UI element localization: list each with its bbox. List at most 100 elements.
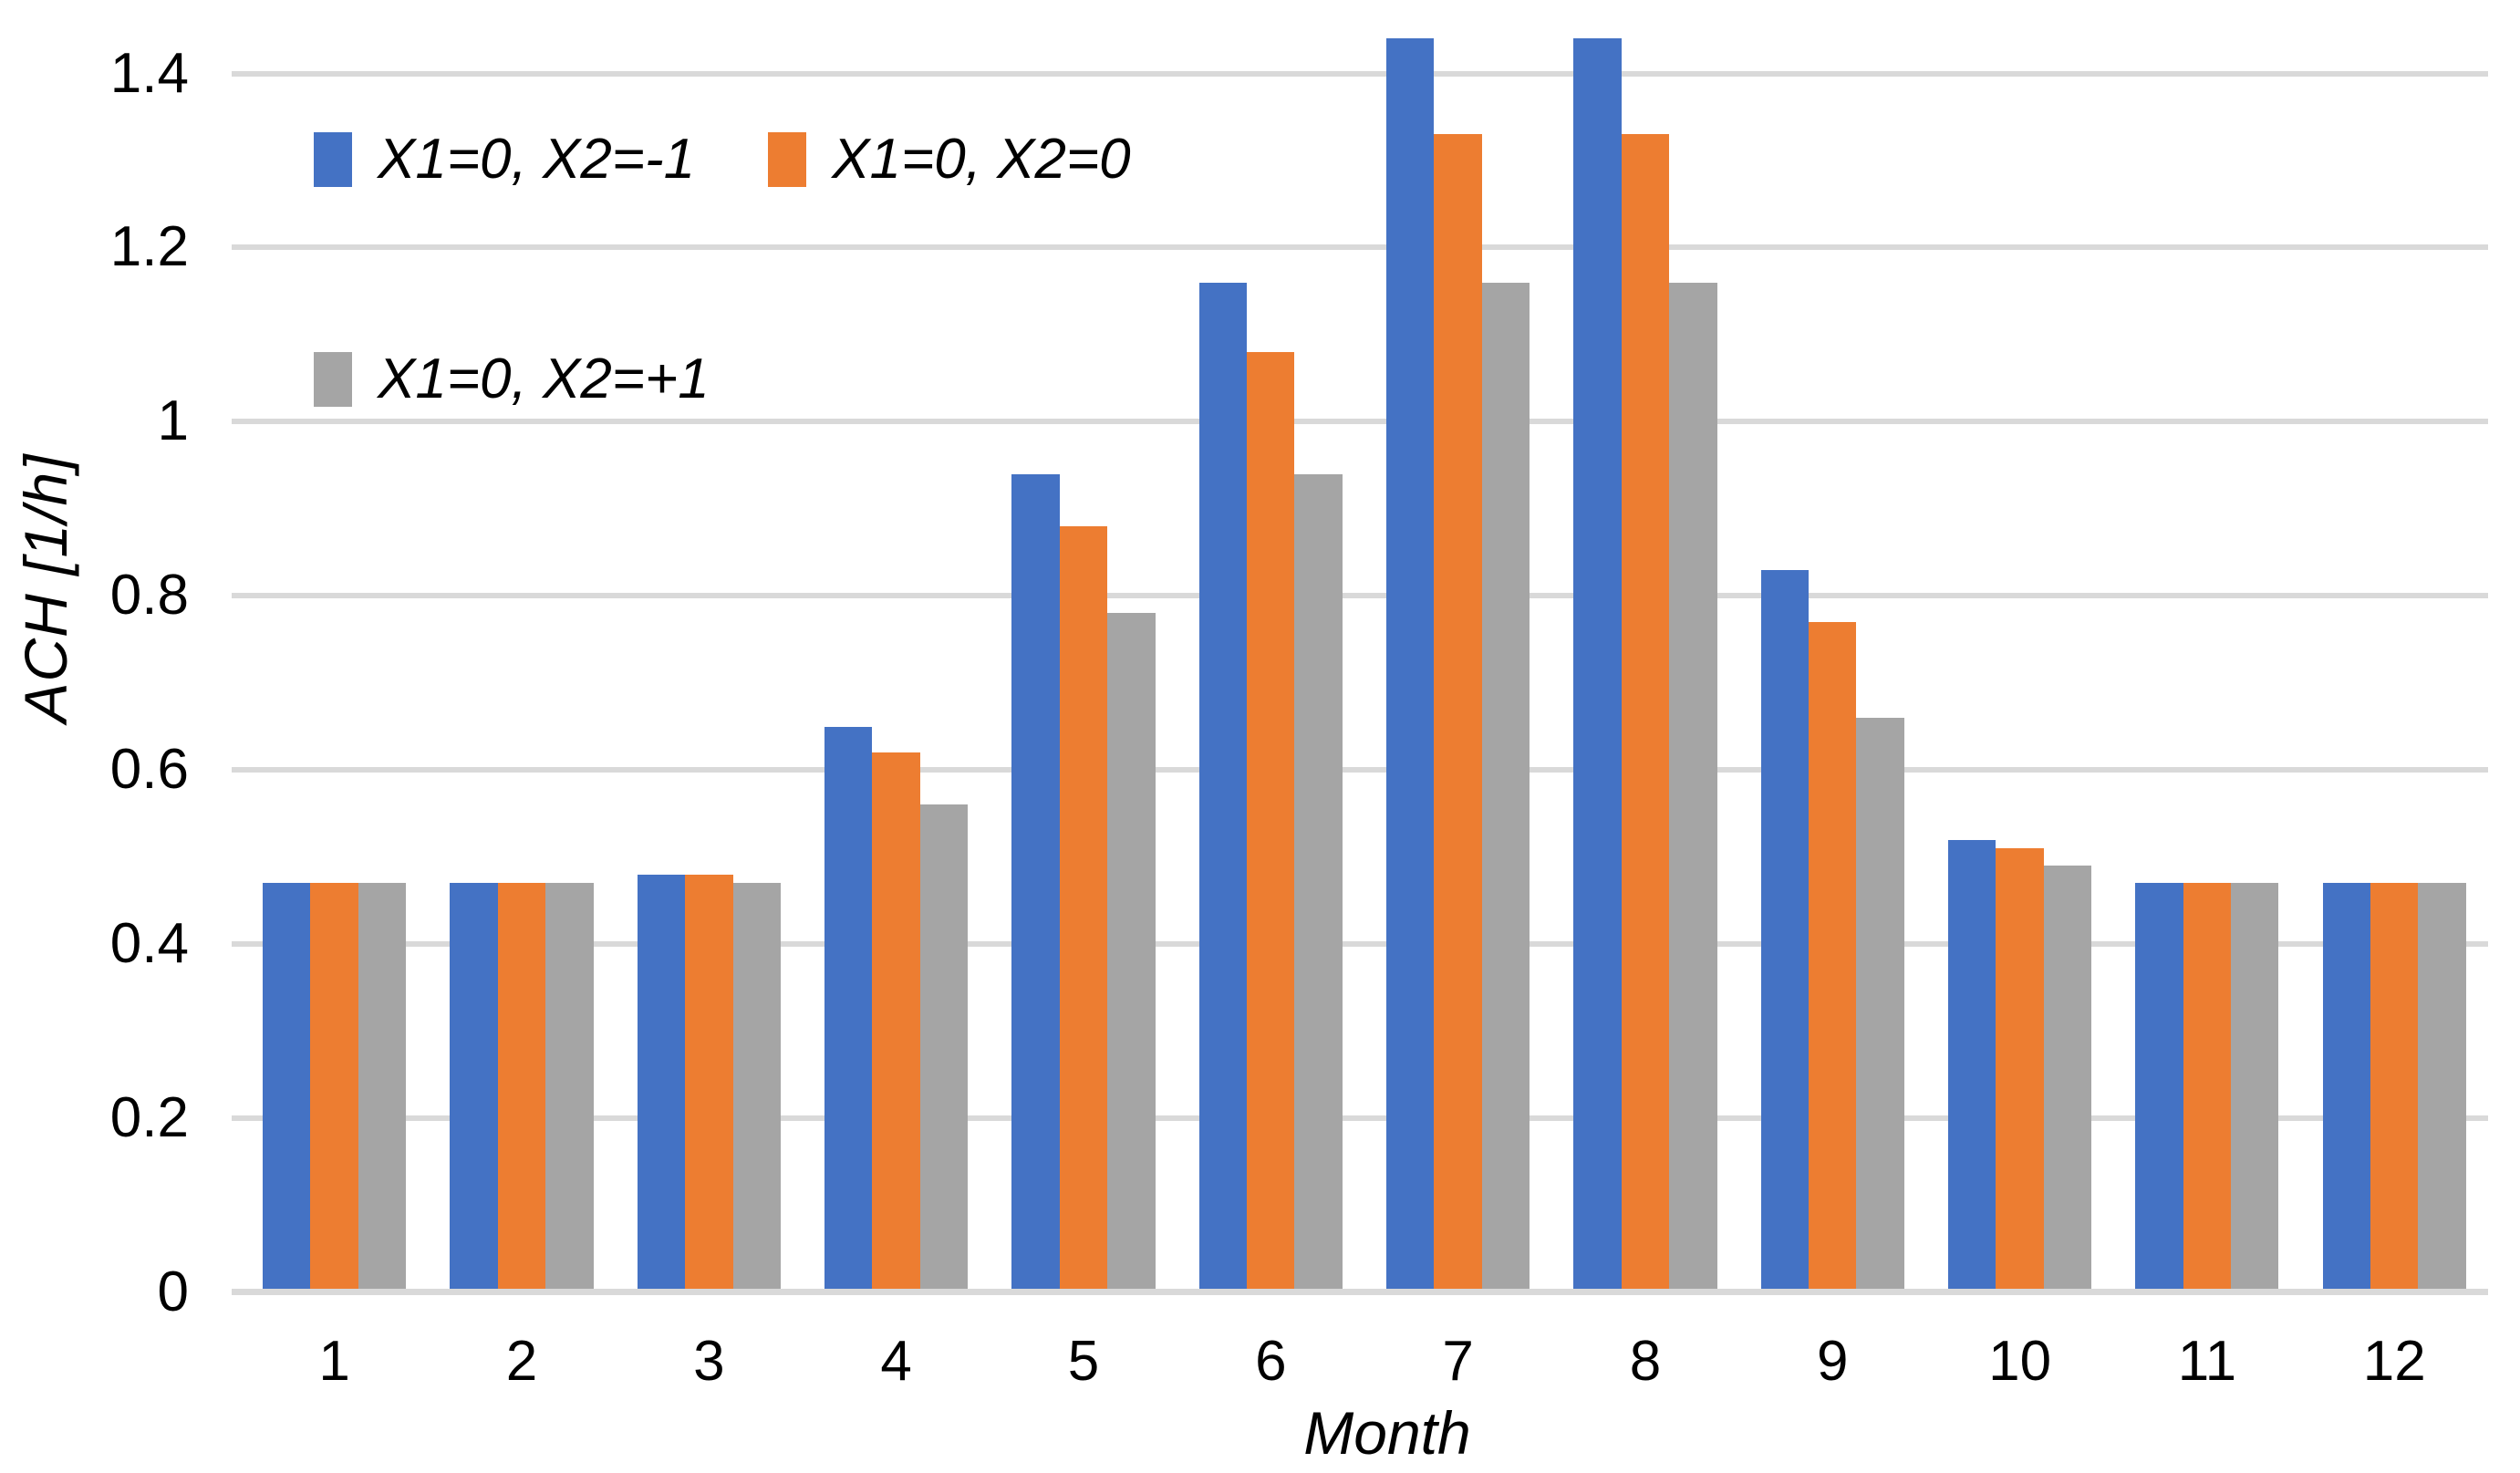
y-tick-label-0.2: 0.2 [109,1086,189,1150]
y-tick-label-0.4: 0.4 [109,912,189,976]
gridline-0.8 [232,593,2488,599]
bar-month-1-series-3 [358,883,407,1292]
bar-month-9-series-2 [1809,621,1857,1292]
bar-month-3-series-3 [732,883,781,1292]
cluster-bars-month-9 [1760,26,1904,1292]
y-tick-label-0: 0 [157,1260,189,1323]
gridline-0.6 [232,767,2488,773]
bar-clusters [241,26,2488,1292]
cluster-bars-month-1 [263,26,407,1292]
bar-month-7-series-1 [1386,38,1435,1292]
bar-month-10-series-3 [2043,866,2092,1292]
x-tick-label-11: 11 [2177,1330,2237,1393]
cluster-bars-month-11 [2135,26,2279,1292]
bar-month-12-series-1 [2322,883,2371,1292]
bar-month-2-series-1 [450,883,498,1292]
legend-label: X1=0, X2=0 [832,128,1131,191]
cluster-bars-month-8 [1573,26,1717,1292]
bar-month-2-series-2 [497,883,546,1292]
bar-month-7-series-2 [1434,134,1482,1292]
cluster-month-6 [1177,26,1364,1292]
bar-month-4-series-1 [824,726,873,1292]
cluster-month-12 [2301,26,2488,1292]
bar-month-5-series-1 [1011,473,1060,1292]
bar-month-6-series-1 [1198,282,1248,1292]
bar-month-8-series-1 [1573,38,1622,1292]
gridline-1.4 [232,70,2488,77]
cluster-month-11 [2113,26,2300,1292]
cluster-month-5 [990,26,1177,1292]
legend-item: X1=0, X2=-1 [314,131,695,188]
bar-month-5-series-2 [1059,525,1108,1292]
gridline-1.2 [232,244,2488,251]
x-tick-label-9: 9 [1817,1330,1849,1393]
bar-month-11-series-1 [2135,883,2183,1292]
gridline-0.4 [232,941,2488,948]
bar-month-12-series-3 [2418,883,2466,1292]
bar-month-7-series-3 [1481,282,1530,1292]
cluster-bars-month-5 [1011,26,1156,1292]
cluster-bars-month-12 [2322,26,2466,1292]
cluster-bars-month-10 [1948,26,2092,1292]
y-tick-label-1.4: 1.4 [109,41,189,105]
bar-month-10-series-2 [1996,848,2044,1292]
legend-row-1: X1=0, X2=-1 X1=0, X2=0 [314,131,1131,188]
bar-month-8-series-3 [1669,282,1717,1292]
bar-month-2-series-3 [545,883,594,1292]
cluster-bars-month-2 [450,26,594,1292]
bar-month-4-series-2 [872,752,920,1292]
x-axis-line [232,1289,2488,1295]
bar-month-3-series-2 [685,874,733,1292]
legend-swatch-icon [314,132,352,187]
cluster-bars-month-4 [824,26,969,1292]
cluster-bars-month-7 [1386,26,1530,1292]
bar-month-4-series-3 [919,804,969,1292]
bar-month-6-series-2 [1247,352,1295,1292]
cluster-month-1 [241,26,428,1292]
x-tick-label-12: 12 [2362,1330,2426,1393]
bar-month-9-series-1 [1760,569,1810,1292]
x-tick-label-7: 7 [1442,1330,1474,1393]
x-tick-label-2: 2 [505,1330,538,1393]
bar-month-9-series-3 [1856,717,1904,1292]
gridline-1 [232,419,2488,425]
bar-month-5-series-3 [1107,613,1156,1292]
cluster-month-9 [1739,26,1926,1292]
bar-month-11-series-3 [2231,883,2279,1292]
cluster-month-3 [616,26,803,1292]
gridline-0.2 [232,1115,2488,1122]
legend-swatch-icon [768,132,807,187]
bar-month-1-series-2 [310,883,358,1292]
x-axis-title: Month [1303,1399,1471,1467]
legend-item: X1=0, X2=0 [768,131,1131,188]
cluster-month-10 [1926,26,2113,1292]
bar-month-10-series-1 [1948,839,1996,1292]
legend-row-2: X1=0, X2=+1 [314,351,710,408]
y-tick-label-1: 1 [157,389,189,453]
cluster-bars-month-3 [637,26,781,1292]
legend-item: X1=0, X2=+1 [314,351,710,408]
cluster-month-7 [1364,26,1551,1292]
x-axis-tick-labels: 1 2 3 4 5 6 7 8 9 10 11 12 [241,1333,2488,1390]
y-tick-label-0.6: 0.6 [109,738,189,802]
x-tick-label-4: 4 [880,1330,912,1393]
x-tick-label-5: 5 [1067,1330,1100,1393]
y-tick-label-0.8: 0.8 [109,564,189,628]
x-tick-label-6: 6 [1255,1330,1287,1393]
cluster-month-8 [1551,26,1738,1292]
x-tick-label-1: 1 [318,1330,350,1393]
bar-month-1-series-1 [263,883,311,1292]
bar-month-12-series-2 [2370,883,2419,1292]
bar-month-6-series-3 [1294,473,1343,1292]
legend-swatch-icon [314,352,352,407]
bar-month-11-series-2 [2183,883,2232,1292]
cluster-month-2 [428,26,615,1292]
y-tick-label-1.2: 1.2 [109,215,189,279]
y-axis-tick-labels: 0 0.2 0.4 0.6 0.8 1 1.2 1.4 [0,26,189,1320]
legend-label: X1=0, X2=-1 [378,128,696,191]
cluster-month-4 [803,26,990,1292]
cluster-bars-month-6 [1198,26,1343,1292]
bar-month-3-series-1 [637,874,686,1292]
legend-label: X1=0, X2=+1 [378,348,710,410]
